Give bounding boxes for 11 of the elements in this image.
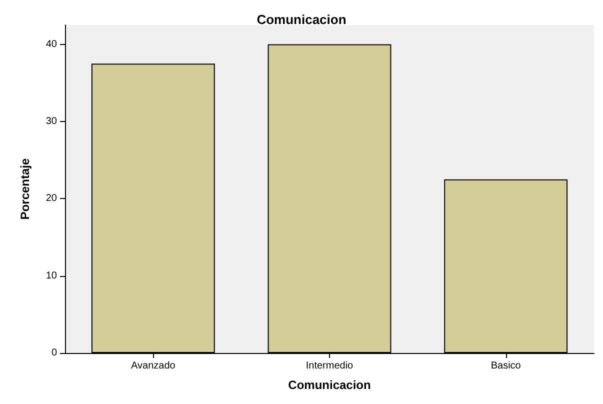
y-tick-label: 40 bbox=[46, 38, 58, 50]
x-tick-label: Basico bbox=[490, 360, 522, 372]
chart-title: Comunicacion bbox=[256, 12, 346, 27]
y-tick-label: 10 bbox=[46, 270, 58, 282]
y-axis-title: Porcentaje bbox=[18, 158, 32, 220]
x-tick-label: Intermedio bbox=[306, 360, 354, 372]
y-tick-label: 30 bbox=[46, 116, 58, 127]
y-tick-label: 0 bbox=[51, 348, 58, 358]
x-tick-label: Avanzado bbox=[131, 360, 176, 372]
x-axis-title: Comunicacion bbox=[288, 378, 371, 392]
y-tick-label: 20 bbox=[46, 193, 58, 204]
